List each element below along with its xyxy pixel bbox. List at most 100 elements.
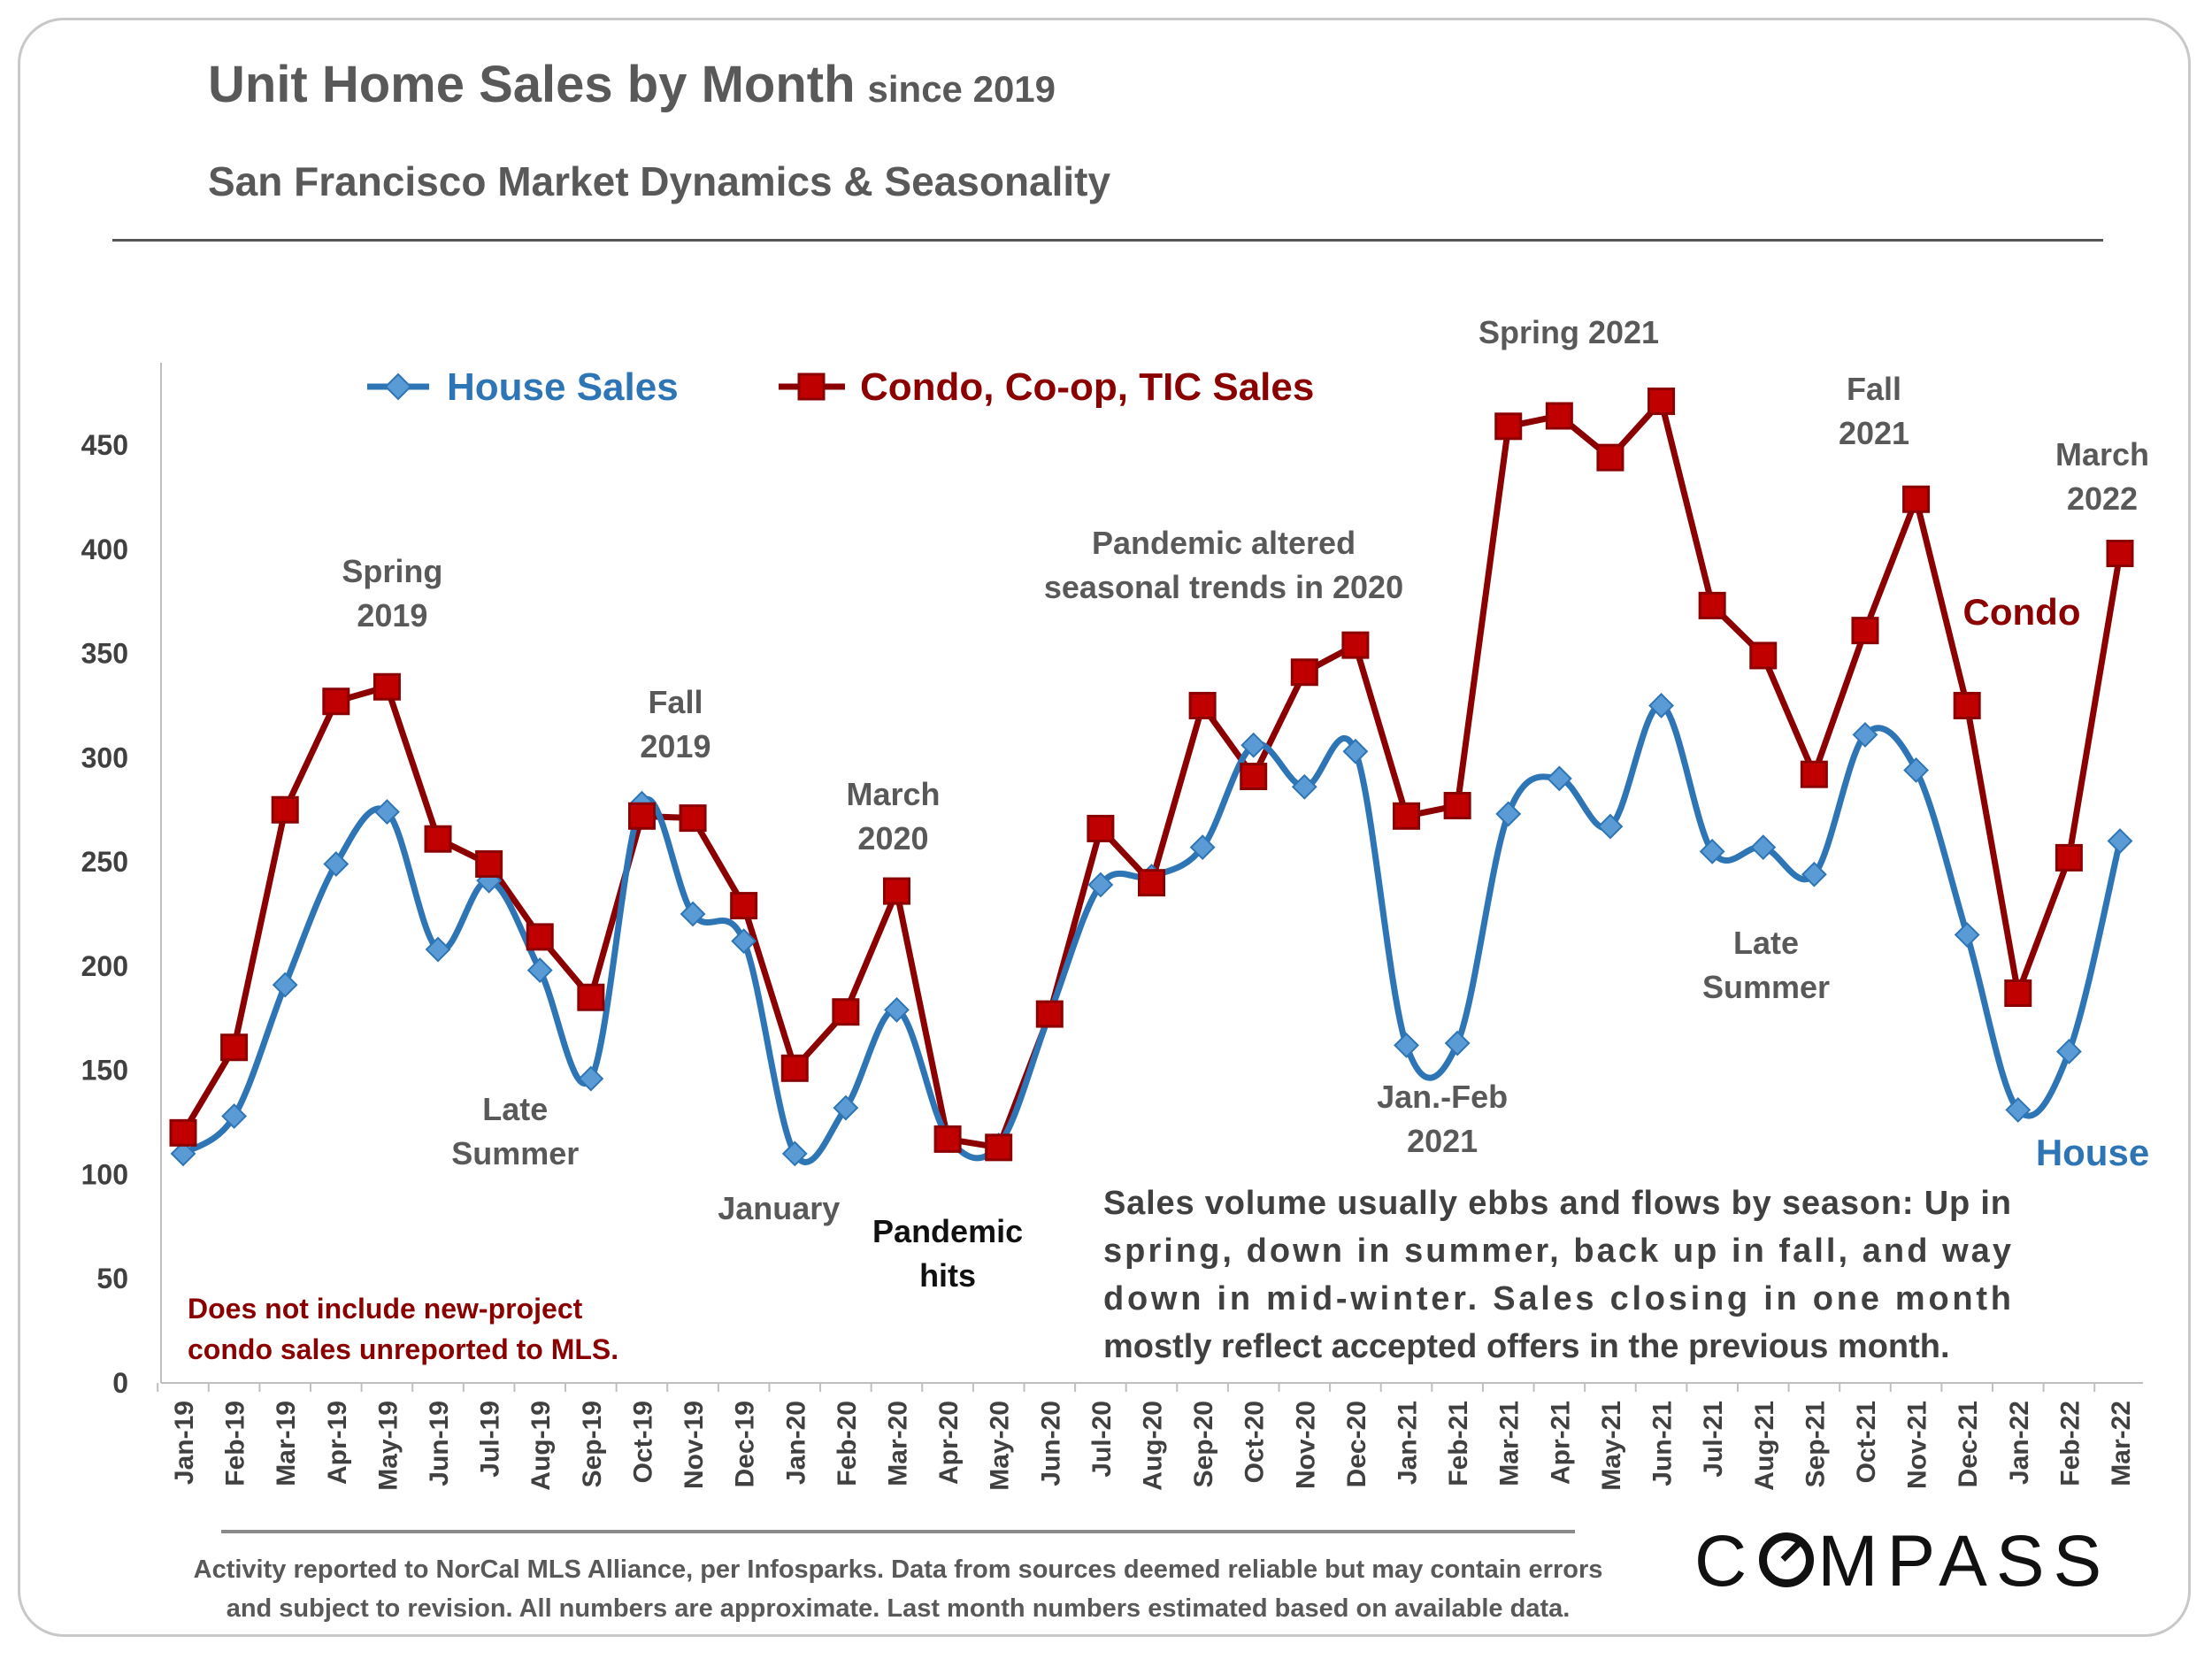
house-point bbox=[1648, 693, 1674, 718]
y-tick-label: 200 bbox=[81, 950, 128, 982]
x-tick-label: Feb-20 bbox=[833, 1401, 862, 1486]
condo-point bbox=[730, 892, 758, 920]
house-point bbox=[1852, 722, 1878, 748]
annotation-jan-feb-2021-line-2: 2021 bbox=[1407, 1123, 1478, 1159]
condo-point bbox=[424, 825, 452, 853]
compass-logo: C MPASS bbox=[1694, 1521, 2111, 1601]
x-tick-label: May-21 bbox=[1597, 1401, 1626, 1491]
y-tick-label: 150 bbox=[81, 1055, 128, 1087]
condo-point bbox=[2106, 539, 2134, 567]
house-point bbox=[833, 1094, 859, 1121]
house-point bbox=[680, 901, 706, 927]
house-point bbox=[1750, 834, 1777, 861]
x-tick-label: Mar-21 bbox=[1495, 1401, 1525, 1486]
condo-point bbox=[1087, 814, 1115, 842]
condo-point bbox=[679, 804, 707, 833]
annotation-spring-2021-line-1: Spring 2021 bbox=[1479, 314, 1659, 350]
explanation-box-background bbox=[1084, 1168, 2022, 1380]
x-tick-label: Feb-21 bbox=[1444, 1401, 1473, 1486]
y-tick-label: 50 bbox=[96, 1263, 128, 1294]
condo-point bbox=[933, 1125, 962, 1153]
annotation-late-summer-2019-line-2: Summer bbox=[451, 1135, 579, 1171]
x-tick-label: Oct-21 bbox=[1852, 1401, 1881, 1483]
condo-point bbox=[780, 1054, 809, 1082]
condo-point bbox=[2055, 843, 2083, 872]
house-point bbox=[221, 1103, 248, 1129]
legend-condo-marker bbox=[797, 373, 826, 401]
x-tick-label: Jun-21 bbox=[1648, 1401, 1678, 1486]
condo-point bbox=[373, 672, 401, 701]
y-tick-label: 450 bbox=[81, 429, 128, 461]
x-tick-label: Nov-19 bbox=[680, 1401, 709, 1489]
annotation-spring-2019-line-2: 2019 bbox=[357, 597, 427, 634]
annotation-march-2020-line-2: 2020 bbox=[857, 820, 928, 856]
footnote-line-2: and subject to revision. All numbers are… bbox=[226, 1594, 1571, 1623]
footnote-line-1: Activity reported to NorCal MLS Alliance… bbox=[193, 1555, 1603, 1584]
annotation-spring-2019-line-1: Spring bbox=[342, 553, 442, 589]
x-tick-label: Jun-19 bbox=[425, 1401, 454, 1486]
x-tick-label: Aug-19 bbox=[526, 1401, 556, 1491]
condo-point bbox=[627, 802, 656, 830]
x-tick-label: Sep-20 bbox=[1189, 1401, 1218, 1487]
condo-point bbox=[2004, 979, 2032, 1008]
y-tick-label: 250 bbox=[81, 846, 128, 878]
annotation-fall-2021-line-1: Fall bbox=[1847, 371, 1901, 407]
x-tick-label: Mar-20 bbox=[883, 1401, 912, 1486]
condo-series-line bbox=[180, 398, 2124, 1151]
condo-point bbox=[1698, 591, 1726, 619]
condo-point bbox=[1800, 760, 1828, 788]
chart-title-suffix: since 2019 bbox=[867, 68, 1056, 110]
x-tick-label: May-20 bbox=[986, 1401, 1015, 1491]
condo-point bbox=[1953, 691, 1981, 719]
annotation-pandemic-hits-line-1: Pandemic bbox=[872, 1213, 1023, 1249]
condo-point bbox=[985, 1133, 1013, 1162]
house-point bbox=[526, 957, 553, 984]
annotation-late-summer-2021-line-2: Summer bbox=[1702, 969, 1830, 1005]
condo-point bbox=[1035, 1000, 1064, 1028]
y-tick-label: 0 bbox=[112, 1367, 128, 1399]
condo-point bbox=[1902, 485, 1931, 513]
house-point bbox=[2107, 828, 2133, 854]
house-point bbox=[323, 851, 349, 877]
x-tick-label: Dec-19 bbox=[731, 1401, 760, 1487]
annotation-january-line-1: January bbox=[718, 1190, 840, 1226]
annotation-late-summer-2019-line-1: Late bbox=[482, 1091, 548, 1127]
x-tick-label: Jan-19 bbox=[170, 1401, 199, 1485]
x-tick-label: Sep-19 bbox=[578, 1401, 607, 1487]
house-point bbox=[374, 799, 400, 825]
house-point bbox=[2055, 1039, 2082, 1064]
house-point bbox=[1189, 834, 1216, 861]
x-tick-label: Dec-21 bbox=[1954, 1401, 1983, 1487]
legend-condo-label: Condo, Co-op, TIC Sales bbox=[860, 365, 1314, 409]
condo-point bbox=[1749, 641, 1778, 670]
footnote: Activity reported to NorCal MLS Alliance… bbox=[115, 1550, 1681, 1628]
house-point bbox=[1444, 1030, 1471, 1056]
compass-logo-o-icon bbox=[1759, 1532, 1815, 1587]
house-point bbox=[1240, 732, 1267, 758]
annotation-fall-2019-line-2: 2019 bbox=[640, 728, 710, 764]
x-tick-label: Apr-20 bbox=[934, 1401, 964, 1485]
legend-house-marker bbox=[384, 373, 412, 401]
x-tick-label: May-19 bbox=[373, 1401, 403, 1491]
note-box-line-2: condo sales unreported to MLS. bbox=[188, 1333, 618, 1365]
explanation-line-1: Sales volume usually ebbs and flows by s… bbox=[1103, 1185, 2011, 1222]
condo-point bbox=[882, 877, 910, 905]
x-tick-label: Jan-21 bbox=[1394, 1401, 1423, 1485]
annotation-march-2022-line-2: 2022 bbox=[2067, 480, 2138, 517]
y-tick-label: 300 bbox=[81, 741, 128, 773]
condo-point bbox=[1851, 617, 1879, 645]
house-point bbox=[731, 928, 757, 955]
footer-divider bbox=[221, 1530, 1575, 1533]
x-tick-label: Jan-20 bbox=[781, 1401, 810, 1485]
condo-point bbox=[1596, 443, 1624, 472]
annotation-fall-2021-line-2: 2021 bbox=[1839, 415, 1909, 451]
annotation-march-2020-line-1: March bbox=[846, 776, 940, 812]
x-tick-label: Jun-20 bbox=[1036, 1401, 1065, 1486]
condo-point bbox=[271, 795, 299, 824]
chart-title: Unit Home Sales by Month since 2019 bbox=[208, 56, 1056, 113]
condo-point bbox=[1138, 869, 1165, 897]
house-point bbox=[170, 1141, 196, 1167]
condo-point bbox=[832, 998, 860, 1026]
header-divider bbox=[112, 239, 2103, 242]
